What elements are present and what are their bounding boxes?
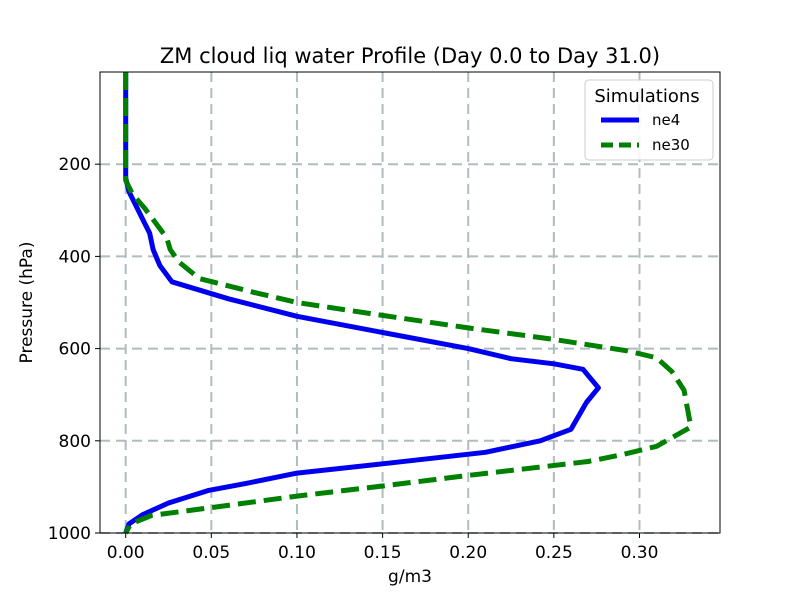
y-tick-label: 200	[59, 155, 91, 175]
legend-box	[584, 79, 714, 161]
y-tick-label: 800	[59, 432, 91, 452]
x-axis: 0.00 0.05 0.10 0.15 0.20 0.25 0.30	[107, 533, 659, 563]
x-tick-label: 0.30	[621, 543, 659, 563]
plot-frame	[99, 71, 721, 534]
x-tick-label: 0.05	[192, 543, 230, 563]
legend-entries: ne4 ne30	[601, 111, 690, 154]
x-tick-label: 0.10	[278, 543, 316, 563]
legend-label-ne4: ne4	[652, 111, 680, 129]
series-line-ne30	[123, 72, 694, 535]
y-tick-label: 1000	[48, 524, 91, 544]
chart-title: ZM cloud liq water Profile (Day 0.0 to D…	[160, 44, 660, 68]
y-axis-label: Pressure (hPa)	[17, 242, 37, 364]
x-tick-label: 0.20	[449, 543, 487, 563]
y-axis: 200 400 600 800 1000	[48, 155, 100, 544]
series-line-ne4	[123, 72, 601, 534]
y-tick-label: 600	[59, 340, 91, 360]
legend-title: Simulations	[594, 86, 699, 107]
x-axis-label: g/m3	[388, 567, 432, 587]
y-tick-label: 400	[59, 247, 91, 267]
series-layer	[123, 72, 694, 535]
x-tick-label: 0.15	[364, 543, 402, 563]
x-tick-label: 0.25	[535, 543, 573, 563]
x-tick-label: 0.00	[107, 543, 145, 563]
legend-label-ne30: ne30	[652, 136, 690, 154]
legend: Simulations ne4 ne30	[584, 79, 714, 161]
